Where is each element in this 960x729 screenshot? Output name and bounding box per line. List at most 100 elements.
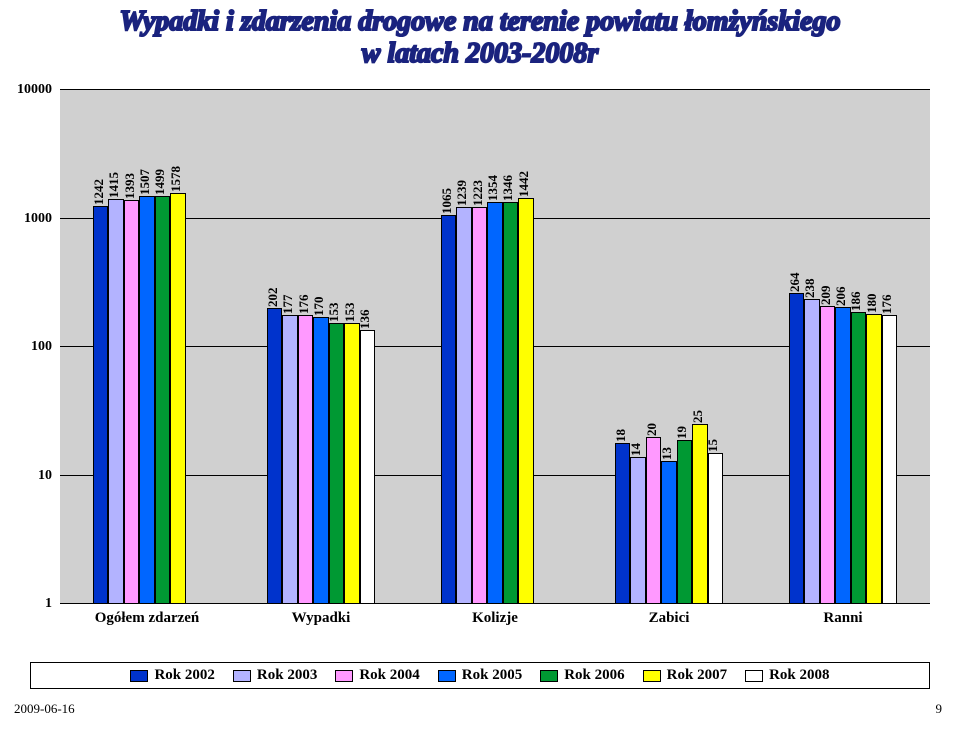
bar: 1065	[441, 215, 456, 604]
bar: 153	[329, 323, 344, 604]
legend-item: Rok 2005	[438, 667, 522, 684]
legend-label: Rok 2004	[359, 667, 419, 684]
bar-value-label: 186	[848, 292, 864, 312]
bar-value-label: 180	[864, 294, 880, 314]
legend-swatch	[745, 670, 763, 682]
gridline	[60, 89, 930, 90]
legend-swatch	[540, 670, 558, 682]
legend-swatch	[233, 670, 251, 682]
bar-value-label: 153	[342, 303, 358, 323]
bar: 20	[646, 437, 661, 604]
legend-label: Rok 2005	[462, 667, 522, 684]
bar: 1415	[108, 199, 123, 604]
legend-swatch	[438, 670, 456, 682]
bar-value-label: 1223	[470, 180, 486, 206]
bar: 177	[282, 315, 297, 604]
bar-value-label: 20	[644, 423, 660, 436]
bar: 1442	[518, 198, 533, 604]
legend-label: Rok 2007	[667, 667, 727, 684]
x-axis-tick: Zabici	[649, 604, 690, 627]
bar: 176	[882, 315, 897, 604]
legend-swatch	[130, 670, 148, 682]
y-axis-tick: 10000	[17, 82, 60, 98]
legend-label: Rok 2006	[564, 667, 624, 684]
bar-value-label: 1507	[137, 169, 153, 195]
chart-area: 110100100010000Ogółem zdarzeń12421415139…	[60, 90, 930, 604]
bar: 176	[298, 315, 313, 604]
bar: 136	[360, 330, 375, 604]
legend-swatch	[335, 670, 353, 682]
bar: 1507	[139, 196, 154, 604]
legend-item: Rok 2006	[540, 667, 624, 684]
y-axis-tick: 100	[31, 339, 60, 355]
title-line-1: Wypadki i zdarzenia drogowe na terenie p…	[119, 6, 840, 38]
bar-value-label: 202	[265, 287, 281, 307]
x-axis-tick: Ranni	[823, 604, 862, 627]
bar-value-label: 209	[818, 285, 834, 305]
bar: 238	[804, 299, 819, 604]
bar-value-label: 1354	[485, 175, 501, 201]
bar: 186	[851, 312, 866, 604]
bar-value-label: 176	[296, 295, 312, 315]
bar: 209	[820, 306, 835, 604]
bar-value-label: 153	[326, 303, 342, 323]
plot-region: 110100100010000Ogółem zdarzeń12421415139…	[60, 90, 930, 604]
bar-value-label: 1499	[152, 169, 168, 195]
legend-swatch	[643, 670, 661, 682]
bar: 180	[866, 314, 881, 604]
bar: 14	[630, 457, 645, 604]
bar: 13	[661, 461, 676, 604]
y-axis-tick: 10	[38, 468, 60, 484]
legend-item: Rok 2002	[130, 667, 214, 684]
chart-title: Wypadki i zdarzenia drogowe na terenie p…	[0, 0, 960, 70]
bar-value-label: 1065	[439, 188, 455, 214]
legend-label: Rok 2002	[154, 667, 214, 684]
bar-value-label: 1578	[168, 166, 184, 192]
bar: 264	[789, 293, 804, 604]
bar-value-label: 176	[879, 295, 895, 315]
page: Wypadki i zdarzenia drogowe na terenie p…	[0, 0, 960, 729]
legend-item: Rok 2003	[233, 667, 317, 684]
footer-page-number: 9	[936, 701, 943, 717]
bar-value-label: 177	[280, 295, 296, 315]
legend-label: Rok 2003	[257, 667, 317, 684]
bar-value-label: 1239	[454, 180, 470, 206]
bar: 1223	[472, 207, 487, 604]
bar: 153	[344, 323, 359, 604]
bar-value-label: 264	[787, 272, 803, 292]
bar-value-label: 13	[659, 447, 675, 460]
bar: 1346	[503, 202, 518, 604]
footer-date: 2009-06-16	[14, 701, 75, 717]
bar: 1499	[155, 196, 170, 604]
legend-item: Rok 2007	[643, 667, 727, 684]
legend-item: Rok 2008	[745, 667, 829, 684]
x-axis-tick: Ogółem zdarzeń	[95, 604, 200, 627]
bar-value-label: 136	[357, 309, 373, 329]
bar: 19	[677, 440, 692, 604]
bar: 15	[708, 453, 723, 604]
bar-value-label: 170	[311, 297, 327, 317]
bar-value-label: 1442	[516, 171, 532, 197]
bar: 1578	[170, 193, 185, 604]
x-axis-tick: Kolizje	[472, 604, 518, 627]
bar: 1242	[93, 206, 108, 604]
bar: 206	[835, 307, 850, 604]
bar-value-label: 238	[802, 278, 818, 298]
bar-value-label: 1415	[106, 172, 122, 198]
bar-value-label: 1346	[500, 175, 516, 201]
bar-value-label: 1242	[91, 179, 107, 205]
bar: 170	[313, 317, 328, 604]
bar-value-label: 15	[705, 439, 721, 452]
bar: 1354	[487, 202, 502, 604]
bar-value-label: 1393	[122, 173, 138, 199]
bar-value-label: 14	[628, 443, 644, 456]
legend-label: Rok 2008	[769, 667, 829, 684]
bar: 1393	[124, 200, 139, 604]
bar: 1239	[456, 207, 471, 604]
legend: Rok 2002 Rok 2003 Rok 2004 Rok 2005 Rok 2006…	[30, 662, 930, 689]
x-axis-tick: Wypadki	[292, 604, 351, 627]
legend-item: Rok 2004	[335, 667, 419, 684]
bar: 18	[615, 443, 630, 604]
bar-value-label: 206	[833, 286, 849, 306]
bar-value-label: 19	[674, 426, 690, 439]
